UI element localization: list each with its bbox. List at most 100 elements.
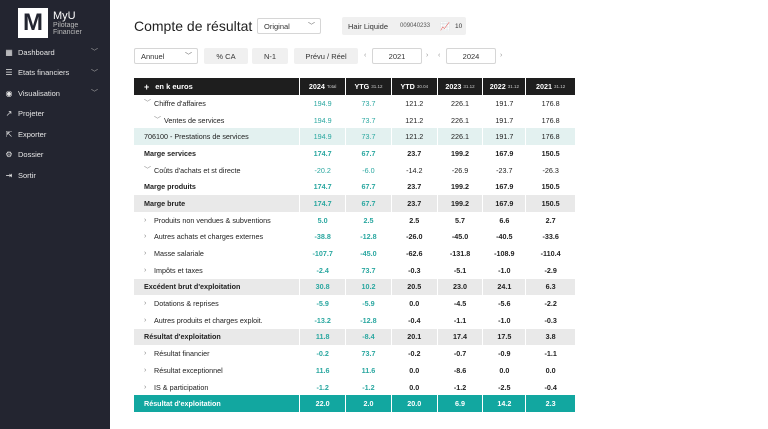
value-cell: -0.7 (453, 349, 467, 359)
table-row[interactable]: › Autres produits et charges exploit. -13.… (134, 312, 575, 329)
chevron-right-icon[interactable]: › (144, 366, 147, 374)
income-statement-table: + en k euros 2024 Total YTG 31.12 YTD 30.04 20… (134, 78, 576, 413)
table-row[interactable]: › Résultat financier -0.2 73.7 -0.2 -0.7 -0.9 -… (134, 345, 575, 362)
value-cell: -5.9 (316, 299, 329, 309)
value-cell: 226.1 (437, 128, 483, 146)
pct-ca-toggle[interactable]: % CA (204, 48, 248, 64)
period-select[interactable]: Annuel ﹀ (134, 48, 198, 64)
header-label[interactable]: + en k euros (134, 78, 300, 95)
column-header[interactable]: 2024 Total (300, 78, 346, 95)
table-row[interactable]: Résultat d'exploitation 11.8 -8.4 20.1 17.4 1… (134, 328, 576, 346)
sidebar-item-projeter[interactable]: ↗ Projeter (0, 104, 110, 125)
value-cell: -1.1 (544, 349, 557, 359)
brand[interactable]: M MyU Pilotage Financier (0, 0, 110, 40)
chevron-right-icon[interactable]: › (144, 316, 147, 324)
company-badge[interactable]: Hair Liquide 009040233 📈 10 (342, 17, 466, 35)
value-cell: 150.5 (526, 195, 576, 212)
chevron-right-icon[interactable]: › (144, 250, 147, 258)
chevron-right-icon[interactable]: › (144, 216, 147, 224)
table-header: + en k euros 2024 Total YTG 31.12 YTD 30.04 20… (134, 78, 576, 95)
page-title: Compte de résultat (134, 18, 253, 34)
table-row[interactable]: › Impôts et taxes -2.4 73.7 -0.3 -5.1 -1.0 -2.9 (134, 262, 575, 279)
row-label-cell: › IS & participation (134, 379, 299, 396)
value-cell: 73.7 (361, 349, 376, 359)
table-row[interactable]: Marge brute 174.7 67.7 23.7 199.2 167.9 150.5 (134, 195, 576, 212)
table-row[interactable]: › IS & participation -1.2 -1.2 0.0 -1.2 -2.5 -0… (134, 379, 575, 396)
chevron-down-icon[interactable]: ﹀ (154, 117, 161, 125)
year-to-input[interactable]: 2024 (446, 48, 496, 64)
table-row[interactable]: › Résultat exceptionnel 11.6 11.6 0.0 -8.6 0.0… (134, 362, 575, 379)
chevron-right-icon[interactable]: › (144, 266, 147, 274)
table-row[interactable]: Marge services 174.7 67.7 23.7 199.2 167.9 150… (134, 145, 575, 162)
table-row[interactable]: › Produits non vendues & subventions 5.0 2.… (134, 212, 575, 229)
list-icon: ☰ (5, 68, 13, 78)
table-row[interactable]: ﹀ Ventes de services 194.9 73.7 121.2 226.1 19… (134, 112, 575, 129)
chevron-down-icon[interactable]: ﹀ (144, 167, 151, 175)
chevron-right-icon[interactable]: › (144, 300, 147, 308)
value-cell: -0.9 (498, 349, 511, 359)
chevron-left-icon[interactable]: ‹ (364, 52, 367, 59)
table-row[interactable]: Excédent brut d'exploitation 30.8 10.2 20.5… (134, 278, 576, 296)
column-header[interactable]: 2021 31.12 (526, 78, 576, 95)
chevron-left-icon[interactable]: ‹ (438, 52, 441, 59)
n-minus-1-toggle[interactable]: N-1 (252, 48, 288, 64)
chevron-right-icon[interactable]: › (144, 350, 147, 358)
column-sublabel: 31.12 (463, 84, 475, 89)
sidebar-item-exporter[interactable]: ⇱ Exporter (0, 124, 110, 145)
value-cell: 176.8 (541, 98, 560, 108)
table-row[interactable]: ﹀ Coûts d'achats et st directe -20.2 -6.0 -1… (134, 162, 575, 179)
table-row[interactable]: › Dotations & reprises -5.9 -5.9 0.0 -4.5 -5.6… (134, 295, 575, 312)
column-label: 2022 (489, 82, 506, 91)
sidebar-item-dossier[interactable]: ⚙ Dossier (0, 145, 110, 166)
chevron-right-icon[interactable]: › (144, 383, 147, 391)
version-select[interactable]: Original ﹀ (257, 18, 321, 34)
value-cell: -6.0 (362, 165, 375, 175)
sidebar-item-label: Etats financiers (18, 68, 70, 78)
value-cell: -0.2 (316, 349, 329, 359)
value-cell: 2.3 (526, 395, 576, 413)
row-label: Résultat d'exploitation (144, 332, 221, 342)
row-label: Masse salariale (154, 249, 204, 259)
value-cell: 176.8 (526, 128, 576, 146)
value-cell: -0.4 (544, 382, 557, 392)
column-header[interactable]: 2022 31.12 (483, 78, 526, 95)
value-cell: 174.7 (313, 182, 332, 192)
value-cell: 73.7 (346, 128, 391, 146)
table-row[interactable]: › Autres achats et charges externes -38.8 -… (134, 229, 575, 246)
column-label: YTG (354, 82, 370, 91)
row-label: Chiffre d'affaires (154, 98, 206, 108)
value-cell: 199.2 (451, 148, 470, 158)
row-label: IS & participation (154, 382, 209, 392)
chevron-down-icon[interactable]: ﹀ (144, 100, 151, 108)
sidebar-item-dashboard[interactable]: ▦ Dashboard ﹀ (0, 42, 110, 63)
column-header[interactable]: YTD 30.04 (391, 78, 437, 95)
prevu-reel-toggle[interactable]: Prévu / Réel (294, 48, 358, 64)
value-cell: -20.2 (314, 165, 331, 175)
value-cell: -1.2 (316, 382, 329, 392)
sidebar-item-etats-financiers[interactable]: ☰ Etats financiers ﹀ (0, 63, 110, 84)
value-cell: 17.5 (483, 328, 526, 346)
column-header[interactable]: YTG 31.12 (346, 78, 391, 95)
company-count: 10 (455, 22, 463, 30)
table-row[interactable]: Marge produits 174.7 67.7 23.7 199.2 167.9 150… (134, 178, 575, 195)
chevron-right-icon[interactable]: › (500, 52, 503, 59)
table-row[interactable]: › Masse salariale -107.7 -45.0 -62.6 -131.8 -1… (134, 245, 575, 262)
row-label-cell: › Impôts et taxes (134, 262, 299, 279)
value-cell: -8.4 (346, 328, 391, 346)
year-from-input[interactable]: 2021 (372, 48, 422, 64)
column-header[interactable]: 2023 31.12 (437, 78, 483, 95)
sidebar-item-visualisation[interactable]: ◉ Visualisation ﹀ (0, 83, 110, 104)
value-cell: 6.3 (526, 278, 576, 296)
chevron-right-icon[interactable]: › (426, 52, 429, 59)
table-row[interactable]: 706100 - Prestations de services 194.9 73.… (134, 128, 576, 146)
value-cell: 22.0 (300, 395, 346, 413)
row-label: Autres produits et charges exploit. (154, 315, 263, 325)
column-sublabel: 30.04 (416, 84, 429, 89)
table-row[interactable]: Résultat d'exploitation 22.0 2.0 20.0 6.9 14.… (134, 395, 576, 413)
chevron-right-icon[interactable]: › (144, 233, 147, 241)
sidebar-item-sortir[interactable]: ⇥ Sortir (0, 165, 110, 186)
table-row[interactable]: ﹀ Chiffre d'affaires 194.9 73.7 121.2 226.1 19… (134, 95, 575, 112)
value-cell: 17.4 (437, 328, 483, 346)
value-cell: 67.7 (361, 182, 376, 192)
value-cell: -26.9 (451, 165, 469, 175)
